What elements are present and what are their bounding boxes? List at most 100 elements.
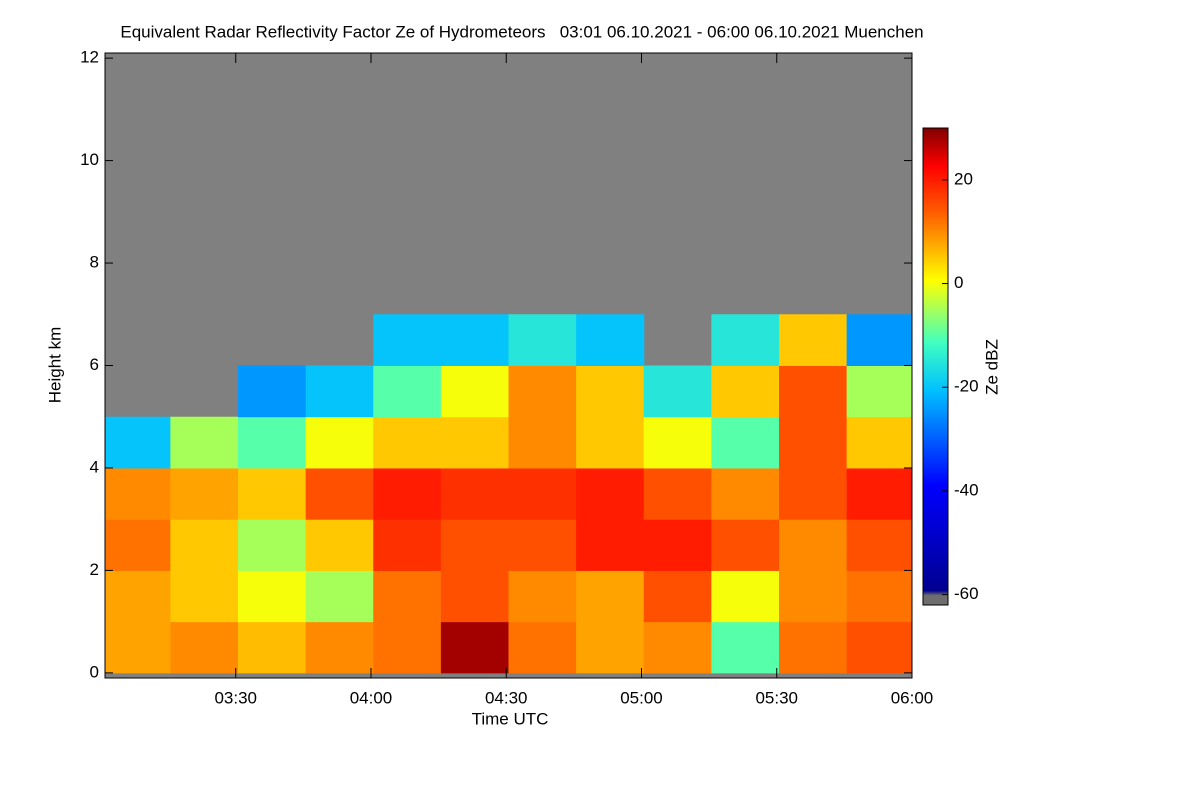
heatmap-cell — [373, 467, 442, 520]
heatmap-cell — [508, 314, 577, 366]
heatmap-cell — [779, 519, 848, 571]
heatmap-cell — [508, 570, 577, 623]
y-tick-label: 8 — [90, 253, 99, 272]
colorbar-label: Ze dBZ — [982, 339, 1001, 395]
heatmap-cell — [440, 621, 509, 674]
heatmap-cell — [711, 314, 780, 366]
heatmap-cell — [440, 416, 509, 469]
heatmap-cell — [305, 519, 374, 571]
heatmap-cell — [440, 365, 509, 418]
heatmap-cell — [643, 570, 712, 623]
colorbar — [922, 127, 949, 606]
heatmap-cell — [373, 365, 442, 418]
chart-title: Equivalent Radar Reflectivity Factor Ze … — [120, 22, 923, 41]
heatmap-cell — [170, 621, 239, 674]
heatmap-cell — [711, 467, 780, 520]
heatmap-cell — [779, 314, 848, 366]
heatmap-cell — [440, 314, 509, 366]
heatmap-cell — [440, 570, 509, 623]
heatmap-cell — [711, 570, 780, 623]
x-axis-label: Time UTC — [472, 709, 549, 728]
heatmap-cell — [576, 365, 645, 418]
heatmap-cell — [237, 467, 307, 520]
y-tick-label: 4 — [90, 457, 99, 476]
heatmap-cell — [305, 467, 374, 520]
heatmap-cell — [846, 365, 913, 418]
heatmap-cell — [508, 621, 577, 674]
x-tick-label: 04:30 — [485, 688, 528, 707]
heatmap-cell — [105, 519, 171, 571]
heatmap-cell — [576, 467, 645, 520]
heatmap-cell — [643, 621, 712, 674]
colorbar-tick-label: -40 — [954, 480, 979, 499]
heatmap-cell — [846, 621, 913, 674]
heatmap-cell — [846, 314, 913, 366]
heatmap-cell — [105, 621, 171, 674]
heatmap-cell — [711, 621, 780, 674]
heatmap-cell — [440, 467, 509, 520]
heatmap-cell — [779, 365, 848, 418]
heatmap-cell — [846, 467, 913, 520]
colorbar-tick-label: 20 — [954, 169, 973, 188]
heatmap-cell — [237, 519, 307, 571]
heatmap-cell — [105, 570, 171, 623]
heatmap-cell — [305, 570, 374, 623]
heatmap-cell — [643, 416, 712, 469]
heatmap-cell — [711, 416, 780, 469]
x-tick-label: 04:00 — [350, 688, 393, 707]
heatmap-cell — [305, 365, 374, 418]
heatmap-cell — [508, 467, 577, 520]
heatmap-cell — [846, 416, 913, 469]
heatmap-cell — [105, 416, 171, 469]
heatmap-cell — [508, 416, 577, 469]
heatmap-cell — [643, 467, 712, 520]
x-tick-label: 05:00 — [620, 688, 663, 707]
heatmap-cell — [576, 314, 645, 366]
heatmap-cell — [440, 519, 509, 571]
heatmap-cell — [373, 314, 442, 366]
heatmap-cell — [643, 365, 712, 418]
heatmap-cell — [576, 416, 645, 469]
heatmap-cell — [237, 365, 307, 418]
heatmap-cell — [846, 519, 913, 571]
heatmap-cell — [508, 365, 577, 418]
y-axis-label: Height km — [45, 327, 64, 404]
heatmap-cell — [711, 519, 780, 571]
heatmap-cell — [237, 416, 307, 469]
heatmap-cell — [779, 416, 848, 469]
heatmap-cell — [643, 519, 712, 571]
heatmap-cell — [846, 570, 913, 623]
heatmap-cell — [105, 467, 171, 520]
heatmap-cell — [711, 365, 780, 418]
heatmap-cell — [170, 467, 239, 520]
x-tick-label: 06:00 — [891, 688, 934, 707]
heatmap-cell — [576, 621, 645, 674]
heatmap-cell — [779, 621, 848, 674]
heatmap-cell — [170, 416, 239, 469]
heatmap-cell — [373, 570, 442, 623]
heatmap-cell — [170, 570, 239, 623]
heatmap-cell — [373, 519, 442, 571]
x-tick-label: 03:30 — [214, 688, 257, 707]
heatmap-cell — [373, 416, 442, 469]
colorbar-tick-label: -20 — [954, 377, 979, 396]
heatmap-cell — [305, 621, 374, 674]
y-tick-label: 10 — [80, 150, 99, 169]
y-tick-label: 6 — [90, 355, 99, 374]
y-tick-label: 0 — [90, 662, 99, 681]
y-tick-label: 12 — [80, 48, 99, 67]
heatmap-cell — [237, 570, 307, 623]
y-tick-label: 2 — [90, 560, 99, 579]
x-tick-label: 05:30 — [755, 688, 798, 707]
heatmap-cell — [779, 570, 848, 623]
heatmap-cell — [508, 519, 577, 571]
heatmap-cell — [576, 570, 645, 623]
colorbar-tick-label: 0 — [954, 273, 963, 292]
heatmap-cell — [237, 621, 307, 674]
heatmap-cell — [576, 519, 645, 571]
heatmap-cell — [170, 519, 239, 571]
heatmap-cell — [779, 467, 848, 520]
heatmap-cell — [373, 621, 442, 674]
colorbar-tick-label: -60 — [954, 584, 979, 603]
